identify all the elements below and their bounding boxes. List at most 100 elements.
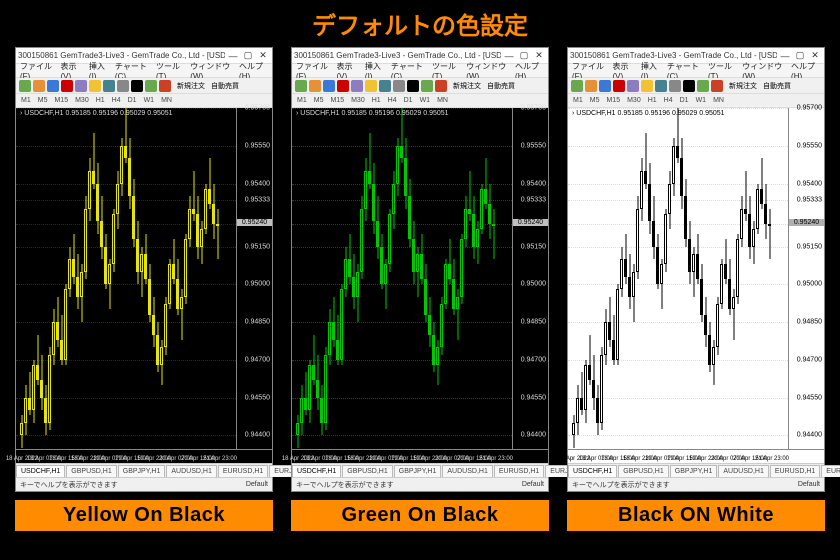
toolbar-button[interactable] bbox=[393, 80, 405, 92]
timeframe-button[interactable]: W1 bbox=[694, 97, 709, 104]
chart-tab[interactable]: GBPJPY,H1 bbox=[118, 465, 166, 477]
chart-canvas[interactable]: › USDCHF,H1 0.95185 0.95196 0.95029 0.95… bbox=[568, 108, 788, 449]
toolbar-button[interactable] bbox=[669, 80, 681, 92]
toolbar-button[interactable] bbox=[309, 80, 321, 92]
chart-tab[interactable]: AUDUSD,H1 bbox=[166, 465, 216, 477]
toolbar-text[interactable]: 新規注文 bbox=[177, 81, 205, 91]
chart-tab[interactable]: GBPUSD,H1 bbox=[342, 465, 392, 477]
timeframe-button[interactable]: M15 bbox=[604, 97, 622, 104]
chart-tab[interactable]: GBPJPY,H1 bbox=[394, 465, 442, 477]
toolbar-button[interactable] bbox=[117, 80, 129, 92]
toolbar-button[interactable] bbox=[145, 80, 157, 92]
toolbar-button[interactable] bbox=[421, 80, 433, 92]
y-tick-label: 0.95700 bbox=[521, 105, 546, 112]
toolbar-button[interactable] bbox=[131, 80, 143, 92]
toolbar-button[interactable] bbox=[61, 80, 73, 92]
toolbar-button[interactable] bbox=[585, 80, 597, 92]
toolbar-button[interactable] bbox=[323, 80, 335, 92]
timeframe-button[interactable]: M15 bbox=[328, 97, 346, 104]
toolbar-button[interactable] bbox=[365, 80, 377, 92]
toolbar-button[interactable] bbox=[641, 80, 653, 92]
toolbar-button[interactable] bbox=[571, 80, 583, 92]
toolbar-button[interactable] bbox=[655, 80, 667, 92]
timeframe-button[interactable]: H4 bbox=[386, 97, 399, 104]
toolbar-button[interactable] bbox=[407, 80, 419, 92]
candle-wick bbox=[493, 209, 494, 259]
timeframe-button[interactable]: MN bbox=[435, 97, 450, 104]
toolbar-button[interactable] bbox=[337, 80, 349, 92]
timeframe-button[interactable]: M30 bbox=[349, 97, 367, 104]
grid-line bbox=[292, 435, 512, 436]
chart-tab[interactable]: USDCHF,H1 bbox=[568, 465, 617, 477]
toolbar-text[interactable]: 自動売買 bbox=[487, 81, 515, 91]
timeframe-button[interactable]: MN bbox=[159, 97, 174, 104]
chart-tab[interactable]: AUDUSD,H1 bbox=[718, 465, 768, 477]
timeframe-button[interactable]: W1 bbox=[142, 97, 157, 104]
candle-body bbox=[80, 272, 83, 297]
toolbar-text[interactable]: 自動売買 bbox=[763, 81, 791, 91]
chart-tab[interactable]: GBPUSD,H1 bbox=[66, 465, 116, 477]
toolbar-button[interactable] bbox=[75, 80, 87, 92]
timeframe-button[interactable]: M5 bbox=[36, 97, 50, 104]
candle-body bbox=[640, 171, 643, 209]
toolbar-button[interactable] bbox=[697, 80, 709, 92]
price-tag: 0.95240 bbox=[513, 219, 548, 226]
timeframe-button[interactable]: M5 bbox=[588, 97, 602, 104]
chart-tab[interactable]: GBPJPY,H1 bbox=[670, 465, 718, 477]
toolbar-button[interactable] bbox=[89, 80, 101, 92]
timeframe-button[interactable]: W1 bbox=[418, 97, 433, 104]
toolbar-button[interactable] bbox=[379, 80, 391, 92]
toolbar-button[interactable] bbox=[47, 80, 59, 92]
candle-body bbox=[92, 171, 95, 184]
chart-tab[interactable]: EURUSD,H1 bbox=[770, 465, 820, 477]
timeframe-button[interactable]: M30 bbox=[73, 97, 91, 104]
timeframe-button[interactable]: D1 bbox=[678, 97, 691, 104]
timeframe-button[interactable]: H1 bbox=[94, 97, 107, 104]
chart-canvas[interactable]: › USDCHF,H1 0.95185 0.95196 0.95029 0.95… bbox=[292, 108, 512, 449]
timeframe-button[interactable]: M1 bbox=[19, 97, 33, 104]
timeframe-button[interactable]: D1 bbox=[126, 97, 139, 104]
toolbar-button[interactable] bbox=[711, 80, 723, 92]
timeframe-button[interactable]: H1 bbox=[646, 97, 659, 104]
chart-header: › USDCHF,H1 0.95185 0.95196 0.95029 0.95… bbox=[572, 110, 725, 117]
toolbar-button[interactable] bbox=[295, 80, 307, 92]
candle-body bbox=[712, 347, 715, 365]
toolbar-button[interactable] bbox=[599, 80, 611, 92]
toolbar-button[interactable] bbox=[613, 80, 625, 92]
toolbar-text[interactable]: 自動売買 bbox=[211, 81, 239, 91]
chart-tab[interactable]: EURUSD,H1 bbox=[218, 465, 268, 477]
timeframe-button[interactable]: MN bbox=[711, 97, 726, 104]
timeframe-button[interactable]: H4 bbox=[662, 97, 675, 104]
chart-tab[interactable]: USDCHF,H1 bbox=[292, 465, 341, 477]
timeframe-button[interactable]: M1 bbox=[295, 97, 309, 104]
toolbar-button[interactable] bbox=[683, 80, 695, 92]
toolbar-button[interactable] bbox=[159, 80, 171, 92]
menubar: ファイル (F)表示 (V)挿入 (I)チャート (C)ツール (T)ウィンドウ… bbox=[568, 64, 824, 78]
chart-tab[interactable]: EURJPY,H1 bbox=[821, 465, 840, 477]
toolbar-button[interactable] bbox=[351, 80, 363, 92]
chart-tab[interactable]: AUDUSD,H1 bbox=[442, 465, 492, 477]
app-window: 300150861 GemTrade3-Live3 - GemTrade Co.… bbox=[15, 47, 273, 492]
toolbar-button[interactable] bbox=[19, 80, 31, 92]
toolbar-button[interactable] bbox=[103, 80, 115, 92]
toolbar-button[interactable] bbox=[33, 80, 45, 92]
toolbar-text[interactable]: 新規注文 bbox=[453, 81, 481, 91]
timeframe-button[interactable]: M5 bbox=[312, 97, 326, 104]
toolbar-text[interactable]: 新規注文 bbox=[729, 81, 757, 91]
chart-tab[interactable]: GBPUSD,H1 bbox=[618, 465, 668, 477]
chart-tab[interactable]: USDCHF,H1 bbox=[16, 465, 65, 477]
timeframe-button[interactable]: H4 bbox=[110, 97, 123, 104]
theme-panel: 300150861 GemTrade3-Live3 - GemTrade Co.… bbox=[291, 47, 549, 531]
timeframe-button[interactable]: M1 bbox=[571, 97, 585, 104]
timeframe-button[interactable]: M30 bbox=[625, 97, 643, 104]
y-axis: 0.944000.945500.947000.948500.950000.951… bbox=[512, 108, 548, 449]
timeframe-button[interactable]: M15 bbox=[52, 97, 70, 104]
grid-line bbox=[16, 284, 236, 285]
timeframe-button[interactable]: H1 bbox=[370, 97, 383, 104]
timeframe-button[interactable]: D1 bbox=[402, 97, 415, 104]
chart-canvas[interactable]: › USDCHF,H1 0.95185 0.95196 0.95029 0.95… bbox=[16, 108, 236, 449]
chart-tab[interactable]: EURUSD,H1 bbox=[494, 465, 544, 477]
toolbar-button[interactable] bbox=[627, 80, 639, 92]
toolbar-button[interactable] bbox=[435, 80, 447, 92]
candle-body bbox=[724, 264, 727, 279]
